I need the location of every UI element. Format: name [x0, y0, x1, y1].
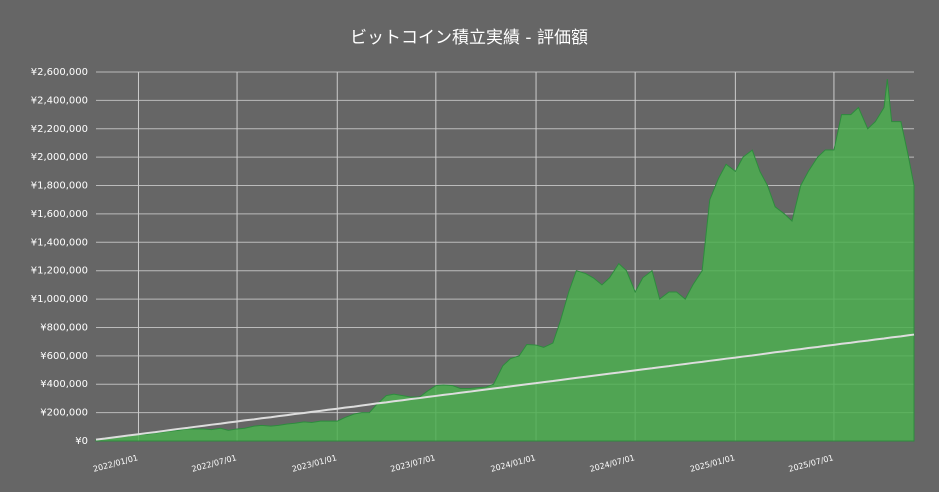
chart-title: ビットコイン積立実績 - 評価額: [350, 28, 588, 48]
x-tick-label: 2022/07/01: [191, 453, 238, 474]
y-tick-label: ¥1,000,000: [31, 294, 88, 305]
y-tick-label: ¥0: [75, 436, 88, 447]
y-tick-label: ¥2,600,000: [31, 67, 88, 78]
y-tick-label: ¥200,000: [40, 408, 88, 419]
x-tick-label: 2025/07/01: [788, 453, 835, 474]
x-tick-label: 2024/01/01: [490, 453, 537, 474]
y-tick-label: ¥1,600,000: [31, 209, 88, 220]
y-tick-label: ¥2,200,000: [31, 124, 88, 135]
x-tick-label: 2023/01/01: [291, 453, 338, 474]
area: [95, 79, 915, 442]
y-tick-label: ¥600,000: [40, 351, 88, 362]
x-tick-label: 2024/07/01: [589, 453, 636, 474]
y-tick-label: ¥400,000: [40, 379, 88, 390]
x-tick-label: 2025/01/01: [689, 453, 736, 474]
y-tick-label: ¥1,400,000: [31, 237, 88, 248]
x-tick-label: 2022/01/01: [92, 453, 139, 474]
y-tick-label: ¥2,400,000: [31, 95, 88, 106]
y-tick-label: ¥2,000,000: [31, 152, 88, 163]
x-tick-label: 2023/07/01: [389, 453, 436, 474]
y-tick-label: ¥1,200,000: [31, 266, 88, 277]
y-tick-label: ¥800,000: [40, 322, 88, 333]
line: [95, 333, 915, 441]
y-tick-label: ¥1,800,000: [31, 181, 88, 192]
